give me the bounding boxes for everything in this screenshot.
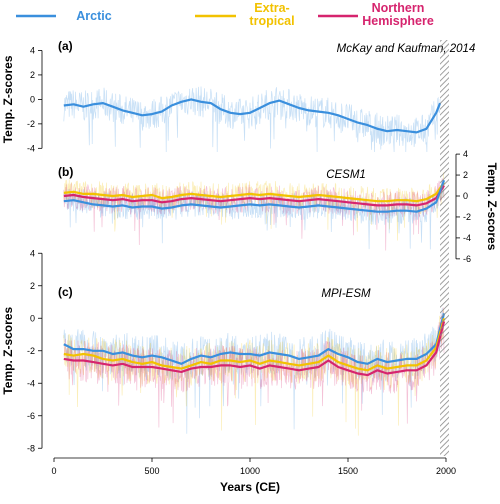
y-axis-label: Temp. Z-scores: [1, 307, 15, 395]
panel-source: MPI-ESM: [321, 288, 371, 300]
y-tick-label: -2: [27, 119, 35, 129]
y-tick-label: -4: [27, 143, 35, 153]
panel-source: CESM1: [326, 169, 366, 181]
series-spread: [63, 308, 445, 436]
y-axis-label: Temp. Z-scores: [1, 55, 15, 143]
chart-panel: -4 -2 0 2 4 Temp. Z-scores (a) McKay and Kaufma…: [1, 39, 475, 153]
x-tick-label: 1500: [338, 466, 358, 476]
series-spread: [63, 307, 445, 428]
series-line: [63, 318, 446, 372]
panels: -4 -2 0 2 4 Temp. Z-scores (a) McKay and Kaufma…: [1, 39, 499, 456]
y-tick-label: 4: [463, 149, 468, 159]
y-tick-label: -2: [27, 346, 35, 356]
legend-item: Arctic: [16, 9, 112, 23]
series-spread: [63, 308, 445, 434]
chart-panel: -6 -4 -2 0 2 4 Temp. Z-scores (b) CESM1: [58, 149, 499, 264]
y-tick-label: -4: [27, 378, 35, 388]
y-tick-label: -8: [27, 443, 35, 453]
series-line: [63, 181, 445, 203]
panel-source: McKay and Kaufman, 2014: [337, 43, 476, 55]
legend-label: Hemisphere: [362, 14, 434, 28]
x-tick-label: 500: [144, 466, 159, 476]
y-tick-label: 0: [30, 313, 35, 323]
series-line: [63, 321, 446, 377]
panel-letter: (a): [58, 39, 73, 53]
y-tick-label: 4: [30, 45, 35, 55]
series-line: [63, 179, 446, 213]
y-tick-label: -6: [27, 411, 35, 421]
series-line: [63, 313, 446, 365]
y-tick-label: 0: [30, 94, 35, 104]
y-tick-label: 4: [30, 248, 35, 258]
series-line: [63, 98, 442, 134]
legend-label: tropical: [249, 14, 294, 28]
series-spread: [63, 172, 445, 241]
panel-letter: (b): [58, 165, 73, 179]
series-spread: [63, 86, 441, 153]
x-tick-label: 2000: [436, 466, 456, 476]
x-tick-label: 0: [51, 466, 56, 476]
y-axis-label: Temp. Z-scores: [485, 163, 499, 251]
y-tick-label: -2: [463, 212, 471, 222]
y-tick-label: 2: [30, 70, 35, 80]
x-tick-label: 1000: [240, 466, 260, 476]
chart-panel: -8 -6 -4 -2 0 2 4 Temp. Z-scores (c) MPI-ESM: [1, 248, 446, 453]
x-axis: 0 500 1000 1500 2000 Years (CE): [51, 457, 456, 494]
series-line: [63, 184, 445, 207]
y-tick-label: -4: [463, 233, 471, 243]
legend-label: Arctic: [76, 9, 111, 23]
panel-letter: (c): [58, 285, 73, 299]
legend-label: Extra-: [254, 1, 289, 15]
y-tick-label: 0: [463, 191, 468, 201]
y-tick-label: 2: [463, 170, 468, 180]
series-spread: [63, 181, 445, 250]
y-tick-label: 2: [30, 281, 35, 291]
y-tick-label: -6: [463, 254, 471, 264]
x-axis-label: Years (CE): [220, 480, 280, 494]
legend-label: Northern: [372, 1, 425, 15]
legend-item: Extra-tropical: [195, 1, 295, 28]
hatched-band: [440, 40, 449, 456]
